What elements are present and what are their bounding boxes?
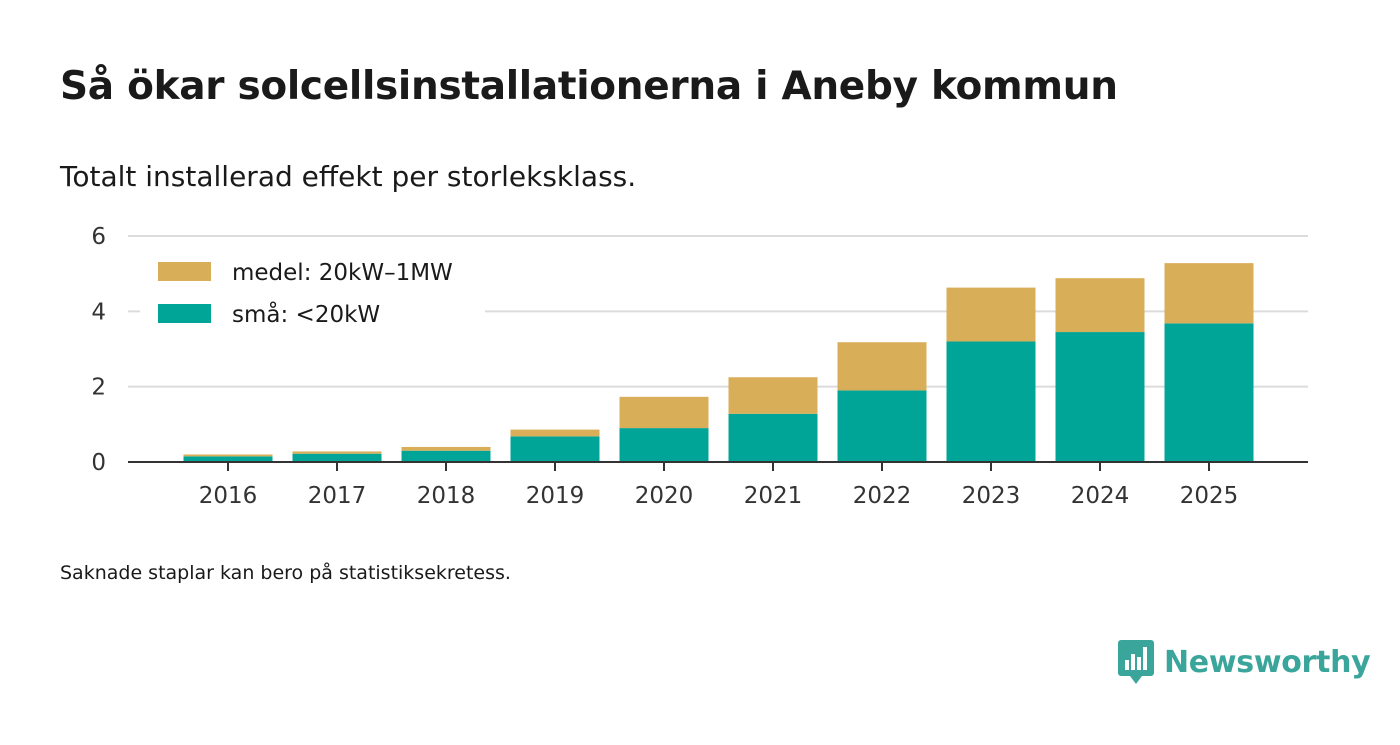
bar-medel-2017 <box>292 451 382 454</box>
newsworthy-logo-icon <box>1118 640 1154 684</box>
bar-sma-2016 <box>183 456 273 462</box>
brand-name: Newsworthy <box>1164 644 1371 680</box>
legend-label: små: <20kW <box>232 300 380 328</box>
bar-sma-2018 <box>401 450 491 462</box>
legend: medel: 20kW–1MW små: <20kW <box>140 251 485 333</box>
bar-medel-2022 <box>837 342 927 391</box>
bar-sma-2024 <box>1055 332 1145 462</box>
bars <box>183 263 1254 462</box>
x-tick-label: 2018 <box>417 483 476 509</box>
footnote: Saknade staplar kan bero på statistiksek… <box>60 562 511 584</box>
bar-sma-2023 <box>946 341 1036 462</box>
x-tick-label: 2025 <box>1180 483 1239 509</box>
y-axis-ticks: 0 2 4 6 <box>91 224 106 476</box>
bar-sma-2021 <box>728 413 818 462</box>
x-tick-label: 2021 <box>744 483 803 509</box>
bar-medel-2023 <box>946 287 1036 342</box>
bar-sma-2022 <box>837 390 927 462</box>
x-tick-label: 2019 <box>526 483 585 509</box>
y-tick-label: 2 <box>91 375 106 401</box>
bar-sma-2020 <box>619 428 709 462</box>
x-tick-label: 2016 <box>199 483 258 509</box>
legend-swatch <box>158 262 211 281</box>
y-tick-label: 0 <box>91 450 106 476</box>
bar-medel-2021 <box>728 377 818 414</box>
bar-medel-2025 <box>1164 263 1254 324</box>
legend-label: medel: 20kW–1MW <box>232 260 453 286</box>
bar-medel-2019 <box>510 429 600 437</box>
x-tick-label: 2023 <box>962 483 1021 509</box>
brand-logo: Newsworthy <box>1118 640 1371 684</box>
bar-medel-2016 <box>183 454 273 457</box>
x-tick-label: 2020 <box>635 483 694 509</box>
bar-medel-2024 <box>1055 278 1145 333</box>
x-tick-label: 2022 <box>853 483 912 509</box>
bar-sma-2025 <box>1164 323 1254 462</box>
x-axis-ticks: 2016 2017 2018 2019 2020 2021 2022 2023 2024 2025 <box>199 462 1239 509</box>
x-tick-label: 2017 <box>308 483 367 509</box>
bar-sma-2019 <box>510 436 600 462</box>
y-tick-label: 6 <box>91 224 106 250</box>
chart-subtitle: Totalt installerad effekt per storlekskl… <box>60 160 637 193</box>
bar-medel-2020 <box>619 396 709 429</box>
bar-medel-2018 <box>401 446 491 451</box>
legend-swatch <box>158 304 211 323</box>
bar-sma-2017 <box>292 453 382 462</box>
chart-title: Så ökar solcellsinstallationerna i Aneby… <box>60 64 1118 109</box>
y-tick-label: 4 <box>91 299 106 325</box>
x-tick-label: 2024 <box>1071 483 1130 509</box>
